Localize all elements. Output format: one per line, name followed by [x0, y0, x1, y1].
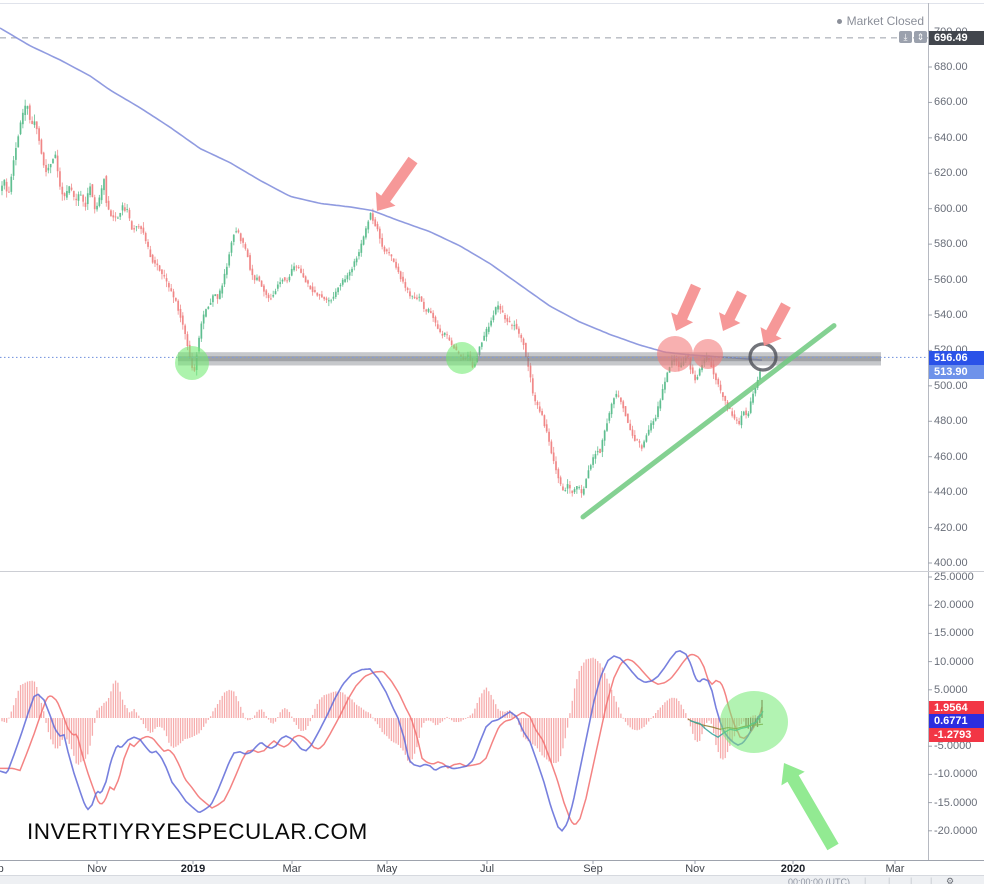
price-line-move-button[interactable]: ⇕ [914, 31, 927, 43]
time-tick-label: 2019 [180, 863, 206, 875]
time-tick-label: Nov [87, 863, 107, 875]
upper-line-price-badge: 696.49 [929, 31, 984, 45]
green-highlight-circle [720, 691, 788, 753]
time-tick-label: 2020 [780, 863, 806, 875]
price-tick-label: 660.00 [934, 96, 968, 109]
red-highlight-circle [657, 336, 693, 372]
price-tick-label: 680.00 [934, 61, 968, 73]
frame [0, 3, 984, 861]
osc-tick-label: 25.0000 [934, 571, 974, 583]
macd-line [0, 650, 763, 833]
market-closed-label: Market Closed [846, 14, 924, 28]
osc-tick-label: -10.0000 [934, 768, 978, 781]
price-tick-label: 400.00 [934, 556, 968, 569]
osc-tick-label: -5.0000 [934, 740, 972, 753]
market-closed-status: Market Closed [836, 14, 924, 28]
time-tick-label: Jul [479, 863, 495, 875]
gray-ring-annotation [748, 342, 778, 372]
price-tick-label: 560.00 [934, 273, 968, 286]
signal-value-badge: 1.9564 [929, 701, 984, 715]
price-line-send-button[interactable]: ⤓ [899, 31, 912, 43]
macd-line [0, 650, 763, 833]
price-tick-label: 420.00 [934, 521, 968, 534]
green-up-arrow [781, 763, 839, 851]
price-tick-label: 440.00 [934, 486, 968, 499]
session-clock: 00:00:00 (UTC) [788, 877, 851, 884]
osc-markers [720, 691, 839, 851]
time-tick-label: Mar [885, 863, 905, 875]
markers [175, 156, 791, 380]
red-down-arrow [671, 283, 701, 331]
status-dot-icon [836, 18, 842, 24]
red-down-arrow [760, 302, 791, 346]
red-down-arrow [719, 290, 747, 331]
price-tick-label: 620.00 [934, 167, 968, 180]
osc-tick-label: 15.0000 [934, 627, 974, 640]
axis-ticks [96, 31, 932, 864]
signal-line [0, 653, 763, 825]
green-highlight-circle [446, 342, 478, 374]
osc-tick-label: 20.0000 [934, 599, 974, 612]
time-tick-label: Nov [685, 863, 705, 875]
time-tick-label: May [376, 863, 398, 875]
green-highlight-circle [175, 346, 209, 380]
ma-value-badge: 513.90 [929, 365, 984, 379]
price-tick-label: 580.00 [934, 238, 968, 251]
signal-line [0, 653, 763, 825]
price-tick-label: 600.00 [934, 202, 968, 215]
trend-line [580, 323, 837, 520]
bottom-toolbar[interactable]: 00:00:00 (UTC) | | | | ⚙ [0, 875, 984, 884]
macd-value-badge: 0.6771 [929, 714, 984, 728]
price-tick-label: 460.00 [934, 450, 968, 463]
price-tick-label: 540.00 [934, 308, 968, 321]
ma-line [0, 27, 763, 361]
osc-tick-label: 5.0000 [934, 683, 968, 696]
osc-tick-label: 10.0000 [934, 655, 974, 668]
osc-tick-label: -15.0000 [934, 796, 978, 809]
trend-line [580, 323, 837, 520]
candles-layer [1, 99, 761, 498]
time-tick-label: Mar [282, 863, 302, 875]
time-tick-label: Sep [0, 863, 4, 875]
settings-gear-icon[interactable]: ⚙ [946, 876, 955, 884]
time-tick-label: Sep [583, 863, 603, 875]
price-line-controls: ⤓ ⇕ [899, 31, 927, 43]
histogram-value-badge: -1.2793 [929, 728, 984, 742]
ma-line [0, 27, 763, 361]
last-price-badge: 516.06 [929, 351, 984, 365]
price-tick-label: 500.00 [934, 379, 968, 392]
price-tick-label: 640.00 [934, 131, 968, 144]
red-highlight-circle [693, 339, 723, 369]
osc-tick-label: -20.0000 [934, 824, 978, 837]
watermark-text: INVERTIYRYESPECULAR.COM [27, 819, 368, 844]
red-down-arrow [375, 156, 418, 211]
price-tick-label: 480.00 [934, 415, 968, 428]
